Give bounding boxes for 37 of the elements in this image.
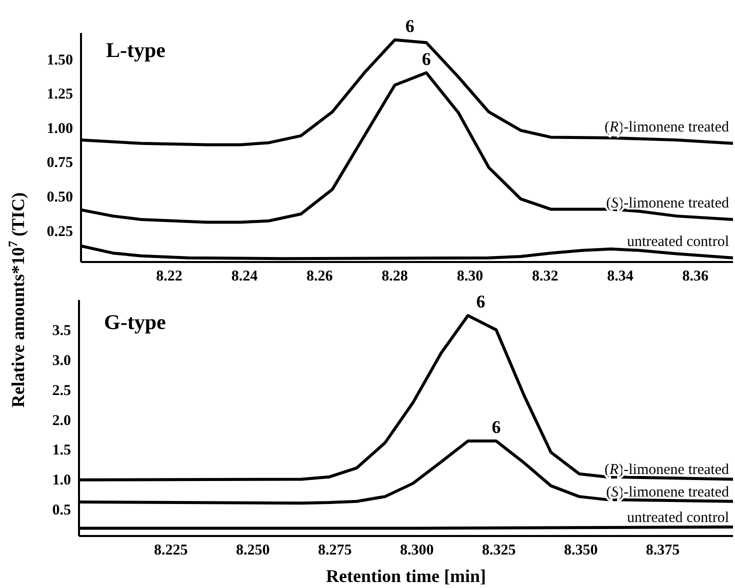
y-tick-label: 0.75 xyxy=(46,155,73,172)
x-tick-label: 8.350 xyxy=(564,542,598,559)
annotation: 6 xyxy=(405,16,414,36)
x-tick-label: 8.34 xyxy=(607,268,634,285)
x-tick-label: 8.275 xyxy=(318,542,352,559)
series-label: untreated control xyxy=(626,510,729,526)
y-tick-label: 0.25 xyxy=(46,224,73,240)
y-tick-label: 1.0 xyxy=(52,472,71,489)
y-tick-label: 1.25 xyxy=(46,86,73,103)
y-tick-label: 2.0 xyxy=(52,412,71,429)
x-tick-label: 8.225 xyxy=(154,542,188,559)
x-tick-label: 8.300 xyxy=(400,542,434,559)
x-axis-title: Retention time [min] xyxy=(326,566,486,586)
y-tick-label: 1.00 xyxy=(46,120,73,137)
x-tick-label: 8.26 xyxy=(306,268,334,285)
y-tick-label: 3.0 xyxy=(52,353,71,370)
x-tick-label: 8.30 xyxy=(456,268,484,285)
x-tick-label: 8.36 xyxy=(682,268,710,285)
x-tick-label: 8.22 xyxy=(156,268,182,285)
y-tick-label: 0.50 xyxy=(46,190,73,206)
y-tick-label: 3.5 xyxy=(52,323,71,340)
x-tick-label: 8.250 xyxy=(236,542,270,559)
y-tick-label: 1.50 xyxy=(46,52,73,68)
y-tick-label: 0.5 xyxy=(52,502,71,518)
x-tick-label: 8.375 xyxy=(646,542,680,559)
series-label: untreated control xyxy=(626,234,729,250)
x-tick-label: 8.28 xyxy=(382,268,408,285)
annotation: 6 xyxy=(476,292,486,312)
x-tick-label: 8.24 xyxy=(231,268,258,285)
chart-title: L-type xyxy=(106,38,166,63)
annotation: 6 xyxy=(422,48,431,69)
y-tick-label: 2.5 xyxy=(52,382,71,399)
x-tick-label: 8.325 xyxy=(482,542,516,559)
x-tick-label: 8.32 xyxy=(532,268,558,285)
y-tick-label: 1.5 xyxy=(52,442,71,459)
text: G-type xyxy=(104,310,166,335)
annotation: 6 xyxy=(492,417,501,438)
